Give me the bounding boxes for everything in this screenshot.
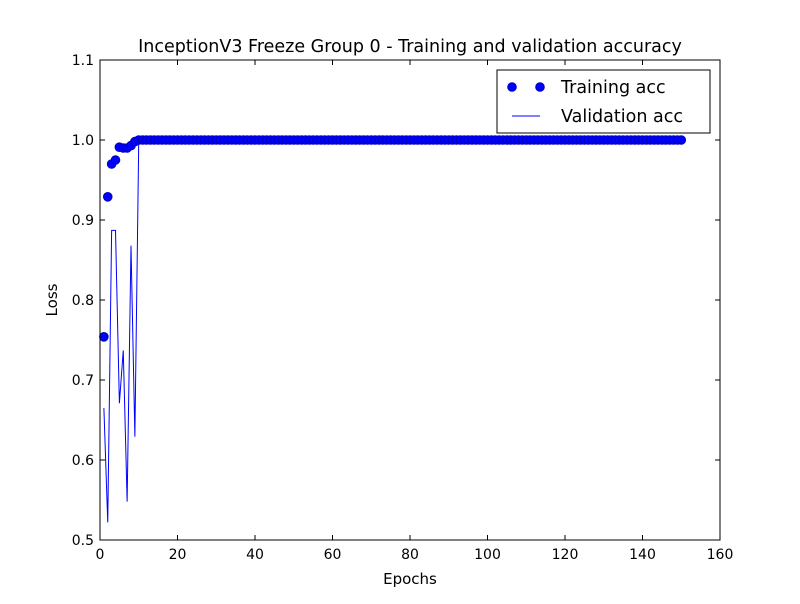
- x-tick-label-80: 80: [401, 547, 419, 563]
- y-tick-label-1.0: 1.0: [72, 133, 94, 149]
- x-tick-label-120: 120: [552, 547, 579, 563]
- chart-title: InceptionV3 Freeze Group 0 - Training an…: [138, 37, 682, 57]
- x-tick-label-20: 20: [169, 547, 187, 563]
- y-tick-label-0.6: 0.6: [72, 453, 94, 469]
- x-tick-label-160: 160: [707, 547, 734, 563]
- point-training-150: [676, 135, 687, 145]
- legend-box: [496, 69, 711, 134]
- y-axis: 0.5 0.6 0.7 0.8 0.9 1.0 1.1: [72, 53, 720, 549]
- plot-area: [99, 135, 687, 523]
- x-axis: 0 20 40 60 80 100 120 140 160: [96, 60, 734, 563]
- legend: Training acc Validation acc: [496, 69, 711, 134]
- y-tick-label-1.1: 1.1: [72, 53, 94, 69]
- legend-marker-training-1: [507, 82, 517, 92]
- y-axis-label: Loss: [43, 283, 61, 316]
- y-tick-label-0.8: 0.8: [72, 293, 94, 309]
- x-tick-label-40: 40: [246, 547, 264, 563]
- point-training-1: [99, 332, 109, 342]
- y-tick-label-0.5: 0.5: [72, 533, 94, 549]
- x-tick-label-100: 100: [474, 547, 501, 563]
- x-axis-label: Epochs: [383, 570, 437, 588]
- legend-marker-training-2: [535, 82, 545, 92]
- x-tick-label-140: 140: [629, 547, 656, 563]
- x-tick-label-0: 0: [96, 547, 105, 563]
- x-tick-label-60: 60: [324, 547, 342, 563]
- point-training-2: [102, 192, 113, 202]
- y-tick-label-0.9: 0.9: [72, 213, 94, 229]
- y-tick-label-0.7: 0.7: [72, 373, 94, 389]
- legend-label-validation: Validation acc: [561, 107, 683, 127]
- legend-label-training: Training acc: [560, 78, 666, 98]
- point-training-4: [110, 155, 121, 165]
